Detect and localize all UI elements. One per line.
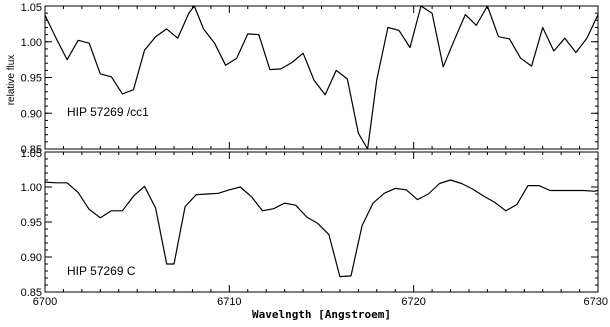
y-tick-label: 0.95 bbox=[21, 73, 42, 85]
top-panel-y-tick-labels: 0.85 0.90 0.95 1.00 1.05 bbox=[21, 2, 42, 156]
x-tick-label: 6720 bbox=[401, 296, 425, 308]
y-tick-label: 0.90 bbox=[21, 108, 42, 120]
y-tick-label: 1.00 bbox=[21, 182, 42, 194]
y-tick-label: 0.90 bbox=[21, 252, 42, 264]
y-tick-label: 1.05 bbox=[21, 2, 42, 14]
y-tick-label: 0.95 bbox=[21, 217, 42, 229]
bottom-panel-x-tick-labels: 6700 6710 6720 6730 bbox=[33, 296, 608, 308]
bottom-panel-ticks bbox=[44, 151, 599, 293]
top-panel-ticks bbox=[44, 5, 599, 150]
y-tick-label: 1.05 bbox=[21, 148, 42, 160]
bottom-panel-y-tick-labels: 0.85 0.90 0.95 1.00 1.05 bbox=[21, 148, 42, 299]
bottom-panel: 0.85 0.90 0.95 1.00 1.05 6700 6710 6720 6730 HI… bbox=[21, 148, 608, 321]
x-tick-label: 6730 bbox=[584, 296, 608, 308]
top-panel: 0.85 0.90 0.95 1.00 1.05 HIP 57269 /cc1 rela… bbox=[6, 2, 599, 156]
y-tick-label: 1.00 bbox=[21, 37, 42, 49]
bottom-panel-label: HIP 57269 C bbox=[67, 264, 136, 278]
top-panel-frame bbox=[44, 5, 599, 150]
y-tick-label: 0.85 bbox=[21, 144, 42, 156]
top-panel-spectrum-line bbox=[44, 5, 599, 150]
x-tick-label: 6700 bbox=[33, 296, 57, 308]
x-axis-label: Wavelngth [Angstroem] bbox=[252, 308, 391, 321]
y-tick-label: 0.85 bbox=[21, 287, 42, 299]
bottom-panel-spectrum-line bbox=[44, 179, 599, 278]
top-panel-label: HIP 57269 /cc1 bbox=[67, 105, 149, 119]
y-axis-label: relative flux bbox=[6, 55, 17, 106]
x-tick-label: 6710 bbox=[217, 296, 241, 308]
